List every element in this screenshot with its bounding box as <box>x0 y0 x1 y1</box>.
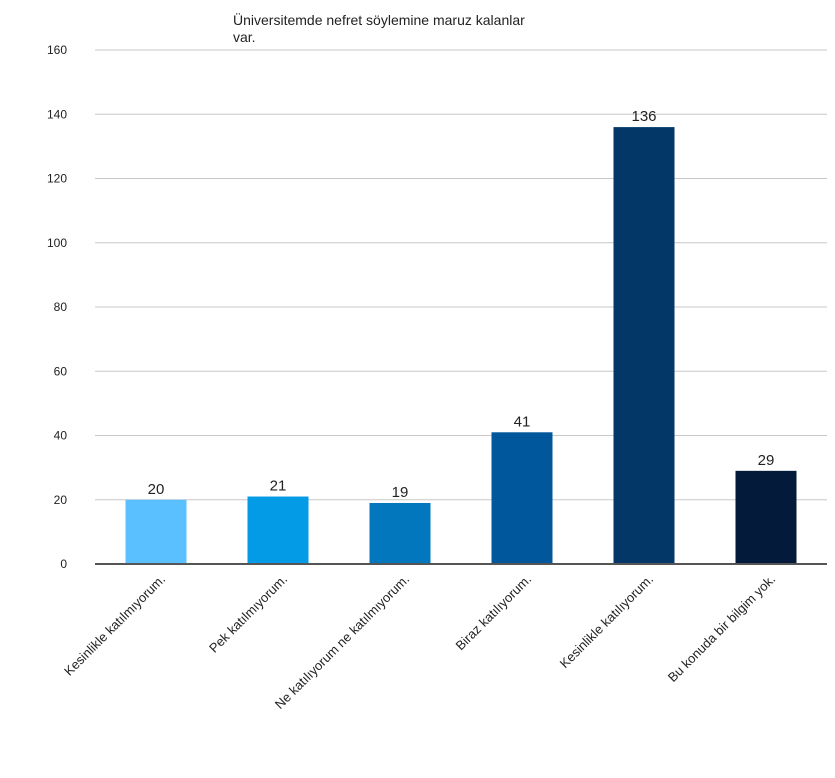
gridlines <box>95 49 827 501</box>
data-label: 19 <box>392 484 409 501</box>
y-tick-label: 40 <box>54 429 68 443</box>
chart-title-line-1: Üniversitemde nefret söylemine maruz kal… <box>233 11 525 28</box>
data-labels: 20 21 19 41 136 29 <box>148 108 775 501</box>
y-tick-label: 100 <box>47 236 67 250</box>
x-tick-label: Bu konuda bir bilgim yok. <box>665 572 778 685</box>
data-label: 20 <box>148 481 165 498</box>
bar <box>369 502 431 564</box>
x-tick-label: Kesinlikle katılıyorum. <box>557 572 657 672</box>
bar <box>491 432 553 564</box>
bar <box>735 470 797 564</box>
y-tick-label: 0 <box>60 557 67 571</box>
y-tick-label: 160 <box>47 43 67 57</box>
data-label: 21 <box>270 478 287 495</box>
x-axis-ticks: Kesinlikle katılmıyorum. Pek katılmıyorum… <box>61 572 778 712</box>
x-tick-label: Ne katılıyorum ne katılmıyorum. <box>272 572 412 712</box>
bar <box>247 496 309 564</box>
data-label: 136 <box>631 108 656 125</box>
data-label: 41 <box>514 413 531 430</box>
x-tick-label: Biraz katılıyorum. <box>453 572 535 654</box>
data-label: 29 <box>758 452 775 469</box>
x-tick-label: Pek katılmıyorum. <box>206 572 290 656</box>
y-tick-label: 60 <box>54 364 68 378</box>
bar <box>125 499 187 564</box>
x-tick-label: Kesinlikle katılmıyorum. <box>61 572 168 679</box>
y-tick-label: 80 <box>54 300 68 314</box>
bar <box>613 127 675 564</box>
y-tick-label: 120 <box>47 172 67 186</box>
bars <box>125 127 797 564</box>
chart-title-line-2: var. <box>233 29 256 45</box>
y-axis-ticks: 0 20 40 60 80 100 120 140 160 <box>47 43 67 571</box>
y-tick-label: 20 <box>54 493 68 507</box>
y-tick-label: 140 <box>47 107 67 121</box>
